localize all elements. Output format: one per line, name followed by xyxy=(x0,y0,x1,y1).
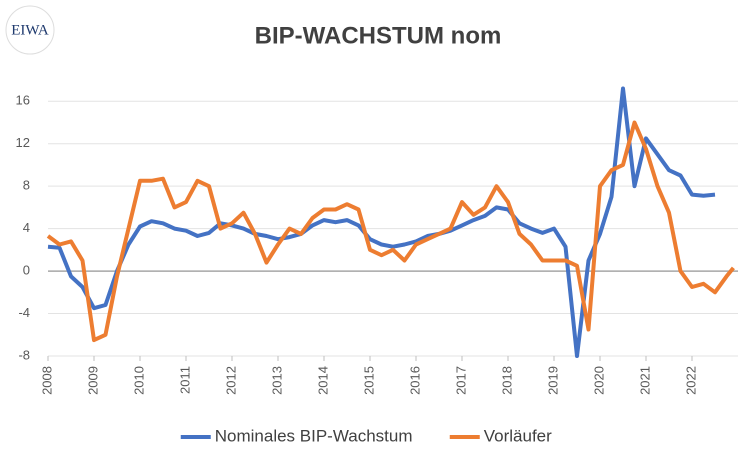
legend-label: Vorläufer xyxy=(484,426,552,445)
y-tick-label: 0 xyxy=(23,263,30,278)
x-tick-label: 2010 xyxy=(131,366,146,395)
x-tick-label: 2017 xyxy=(453,366,468,395)
x-tick-label: 2021 xyxy=(637,366,652,395)
x-tick-label: 2008 xyxy=(39,366,54,395)
y-tick-label: 16 xyxy=(16,93,30,108)
y-tick-label: 8 xyxy=(23,178,30,193)
x-tick-label: 2018 xyxy=(499,366,514,395)
y-tick-label: -8 xyxy=(18,347,30,362)
chart-title: BIP-WACHSTUM nom xyxy=(255,22,502,49)
x-tick-label: 2020 xyxy=(591,366,606,395)
x-tick-label: 2016 xyxy=(407,366,422,395)
y-tick-label: -4 xyxy=(18,305,30,320)
x-tick-label: 2013 xyxy=(269,366,284,395)
x-tick-label: 2011 xyxy=(177,366,192,394)
x-tick-label: 2014 xyxy=(315,366,330,395)
x-tick-label: 2015 xyxy=(361,366,376,395)
legend-label: Nominales BIP-Wachstum xyxy=(215,426,413,445)
series-line xyxy=(46,120,735,343)
y-tick-label: 4 xyxy=(23,220,30,235)
x-tick-label: 2022 xyxy=(683,366,698,395)
logo-badge xyxy=(5,5,55,55)
y-tick-label: 12 xyxy=(16,135,30,150)
logo: EIWA xyxy=(11,22,49,38)
x-tick-label: 2009 xyxy=(85,366,100,395)
x-tick-label: 2019 xyxy=(545,366,560,395)
series-line xyxy=(47,86,716,358)
x-tick-label: 2012 xyxy=(223,366,238,395)
